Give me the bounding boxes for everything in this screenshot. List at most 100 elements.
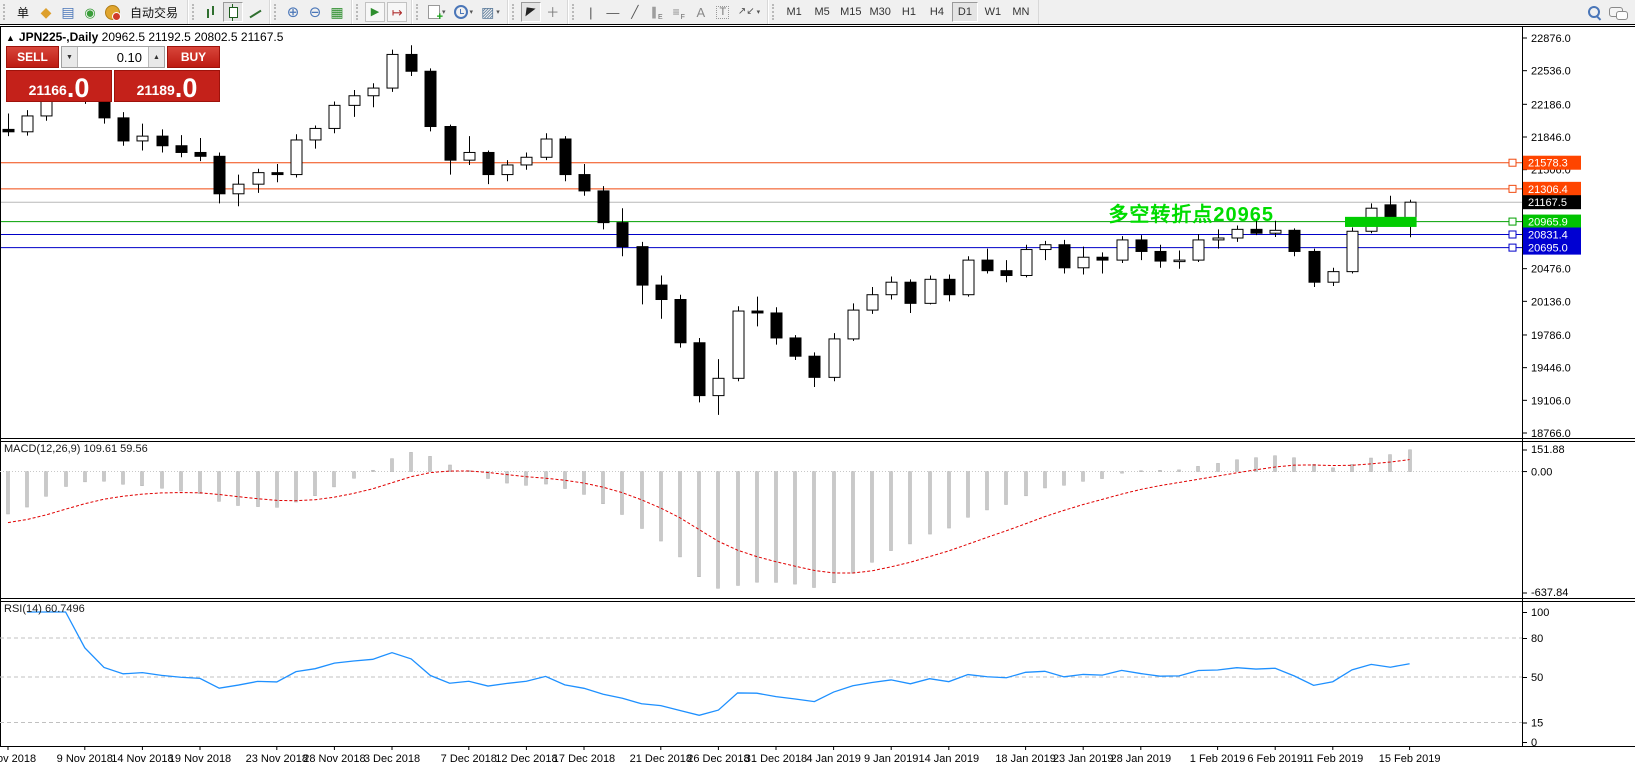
time-axis-label[interactable]: 5 Nov 2018: [0, 753, 36, 765]
toolbar-grip: [192, 4, 197, 20]
arrows-icon-dropdown[interactable]: ▾: [756, 9, 761, 16]
horizontal-line-icon[interactable]: —: [603, 2, 623, 22]
cursor-icon[interactable]: [520, 2, 541, 22]
oct-collapse-icon[interactable]: ▲: [6, 33, 15, 43]
time-axis-label[interactable]: 9 Jan 2019: [864, 753, 918, 765]
time-axis-label[interactable]: 9 Nov 2018: [57, 753, 113, 765]
chart-shift-icon[interactable]: ↦: [387, 2, 408, 22]
time-axis-label[interactable]: 14 Nov 2018: [111, 753, 173, 765]
sell-price[interactable]: 21166.0: [6, 70, 112, 102]
candle: [117, 112, 130, 146]
time-axis-label[interactable]: 4 Jan 2019: [806, 753, 860, 765]
macd-histogram-bar: [217, 471, 221, 502]
text-icon[interactable]: A: [691, 2, 711, 22]
tile-windows-icon[interactable]: ▦: [327, 2, 347, 22]
timeframe-m1[interactable]: M1: [786, 6, 802, 18]
timeframe-h1[interactable]: H1: [901, 6, 916, 18]
autotrading-label[interactable]: 自动交易: [125, 2, 183, 22]
trendline-icon[interactable]: ╱: [625, 2, 645, 22]
templates-icon-dropdown[interactable]: ▾: [496, 9, 500, 16]
time-axis-label[interactable]: 11 Feb 2019: [1302, 753, 1363, 765]
candle: [1212, 229, 1225, 249]
vertical-line-icon: |: [589, 4, 593, 20]
crosshair-icon[interactable]: ＋: [543, 2, 563, 22]
chart-annotation-text[interactable]: 多空转折点20965: [1108, 203, 1274, 226]
vertical-line-icon[interactable]: |: [581, 2, 601, 22]
bar-chart-icon[interactable]: [201, 2, 221, 22]
periods-icon[interactable]: ▾: [451, 2, 477, 22]
line-end-marker[interactable]: [1508, 217, 1517, 226]
time-axis-label[interactable]: 31 Dec 2018: [745, 753, 807, 765]
buy-button[interactable]: BUY: [167, 46, 220, 68]
chat-icon[interactable]: [1606, 2, 1628, 22]
candle: [2, 113, 15, 137]
time-axis-label[interactable]: 7 Dec 2018: [441, 753, 497, 765]
autotrading-icon[interactable]: [102, 2, 123, 22]
buy-price[interactable]: 21189.0: [114, 70, 220, 102]
auto-scroll-icon[interactable]: ▶: [365, 2, 386, 22]
line-end-marker[interactable]: [1508, 243, 1517, 252]
price-level-label: 21306.4: [1528, 184, 1568, 196]
candle: [866, 287, 879, 314]
timeframe-w1[interactable]: W1: [984, 6, 1002, 18]
price-level-label-bg: [1523, 240, 1581, 255]
line-end-marker[interactable]: [1508, 158, 1517, 167]
toolbar-group-timeframes: M1 M5 M15 M30 H1 H4 D1 W1 MN: [768, 0, 1039, 24]
equidistant-channel-icon[interactable]: ∥ E: [647, 2, 667, 22]
zoom-in-icon[interactable]: ⊕: [283, 2, 303, 22]
fibonacci-icon[interactable]: ≡ F: [669, 2, 689, 22]
time-axis-label[interactable]: 15 Feb 2019: [1379, 753, 1441, 765]
green-zone-rectangle[interactable]: [1345, 216, 1417, 227]
price-tick-label: 20476.0: [1531, 264, 1571, 276]
sell-button[interactable]: SELL: [6, 46, 59, 68]
search-icon[interactable]: [1584, 2, 1604, 22]
time-axis-label[interactable]: 28 Jan 2019: [1111, 753, 1172, 765]
toolbar-grip: [571, 4, 577, 20]
zoom-out-icon[interactable]: ⊖: [305, 2, 325, 22]
time-axis-label[interactable]: 23 Nov 2018: [246, 753, 308, 765]
periods-icon-dropdown[interactable]: ▾: [469, 9, 474, 16]
macd-axis-zero: 0.00: [1531, 467, 1552, 479]
deposit-icon[interactable]: ◆: [36, 2, 56, 22]
line-end-marker[interactable]: [1508, 230, 1517, 239]
time-axis-label[interactable]: 19 Nov 2018: [169, 753, 231, 765]
timeframe-m5[interactable]: M5: [814, 6, 830, 18]
macd-histogram-bar: [102, 471, 106, 482]
time-axis-label[interactable]: 28 Nov 2018: [303, 753, 365, 765]
volume-input[interactable]: 0.10: [116, 49, 142, 65]
chart-background: [0, 26, 1635, 770]
macd-histogram-bar: [1043, 471, 1047, 489]
time-axis-label[interactable]: 6 Feb 2019: [1247, 753, 1303, 765]
new-order-button[interactable]: 单: [12, 2, 34, 22]
price-level-label-bg: [1523, 155, 1581, 170]
candle: [1250, 219, 1263, 236]
time-axis-label[interactable]: 18 Jan 2019: [995, 753, 1056, 765]
candlestick-chart-icon[interactable]: [223, 2, 244, 22]
volume-down-button[interactable]: ▼: [62, 47, 78, 67]
time-axis-label[interactable]: 3 Dec 2018: [364, 753, 420, 765]
time-axis-label[interactable]: 17 Dec 2018: [553, 753, 615, 765]
line-end-marker[interactable]: [1508, 184, 1517, 193]
time-axis-label[interactable]: 23 Jan 2019: [1053, 753, 1114, 765]
indicators-icon-dropdown[interactable]: ▾: [442, 9, 446, 16]
arrows-icon[interactable]: ↗↙ ▾: [735, 2, 763, 22]
time-axis-label[interactable]: 1 Feb 2019: [1190, 753, 1246, 765]
timeframe-d1[interactable]: D1: [951, 2, 978, 22]
time-axis-label[interactable]: 21 Dec 2018: [630, 753, 692, 765]
templates-icon[interactable]: ▨ ▾: [478, 2, 503, 22]
timeframe-m30[interactable]: M30: [869, 6, 891, 18]
timeframe-mn[interactable]: MN: [1012, 6, 1030, 18]
timeframe-m15[interactable]: M15: [840, 6, 862, 18]
candle: [271, 163, 284, 183]
timeframe-h4[interactable]: H4: [929, 6, 944, 18]
volume-up-button[interactable]: ▲: [148, 47, 164, 67]
terminal-icon[interactable]: ▤: [58, 2, 78, 22]
macd-histogram-bar: [1024, 471, 1028, 497]
indicators-icon[interactable]: ▾: [425, 2, 449, 23]
signals-icon[interactable]: ◉: [80, 2, 100, 22]
time-axis-label[interactable]: 14 Jan 2019: [919, 753, 980, 765]
time-axis-label[interactable]: 26 Dec 2018: [687, 753, 749, 765]
time-axis-label[interactable]: 12 Dec 2018: [495, 753, 557, 765]
text-label-icon[interactable]: T: [713, 2, 733, 22]
